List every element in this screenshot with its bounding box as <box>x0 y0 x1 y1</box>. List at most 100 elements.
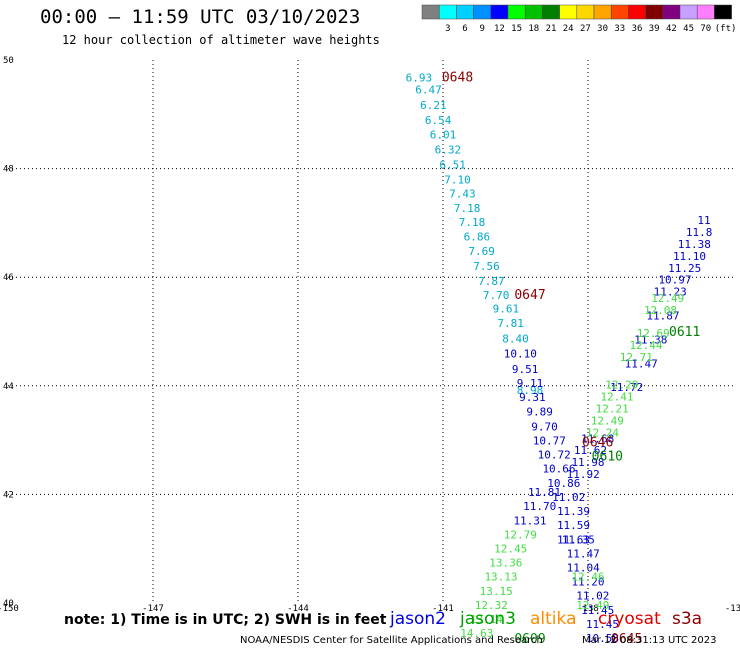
pass-time-label: 0646 <box>582 436 613 451</box>
y-tick-label: 44 <box>3 382 14 392</box>
wave-height-point: 10.66 <box>542 463 575 476</box>
wave-height-point: 10.58 <box>586 632 619 645</box>
colorbar-swatch <box>714 4 732 20</box>
pass-time-label: 0648 <box>442 71 473 86</box>
wave-height-point: 11.23 <box>654 286 687 299</box>
colorbar-label: 18 <box>528 24 539 34</box>
colorbar-unit: (ft) <box>715 24 737 34</box>
footer-note: note: 1) Time is in UTC; 2) SWH is in fe… <box>64 612 387 628</box>
chart-title: 00:00 – 11:59 UTC 03/10/2023 <box>40 6 361 28</box>
colorbar-swatch <box>610 4 629 20</box>
colorbar-label: 33 <box>614 24 625 34</box>
colorbar-swatch <box>438 4 457 20</box>
wave-height-point: 7.87 <box>478 275 505 288</box>
wave-height-point: 10.86 <box>547 477 580 490</box>
wave-height-point: 12.49 <box>591 414 624 427</box>
legend-s3a: s3a <box>672 609 703 629</box>
wave-height-point: 12.79 <box>504 528 537 541</box>
wave-height-point: 6.86 <box>464 230 491 243</box>
x-tick-label: -13 <box>725 604 740 614</box>
wave-height-point: 6.47 <box>415 84 442 97</box>
wave-height-point: 11.02 <box>552 491 585 504</box>
pass-time-label: 0609 <box>514 632 545 647</box>
wave-height-point: 11.87 <box>646 310 679 323</box>
wave-height-point: 7.18 <box>454 202 481 215</box>
wave-height-point: 11.62 <box>574 444 607 457</box>
wave-height-point: 11.63 <box>557 533 590 546</box>
wave-height-point: 11.70 <box>523 500 556 513</box>
colorbar-swatch <box>576 4 595 20</box>
wave-height-point: 12.69 <box>637 327 670 340</box>
wave-height-point: 9.31 <box>519 391 546 404</box>
wave-height-point: 9.11 <box>517 377 544 390</box>
wave-height-point: 8.40 <box>502 332 529 345</box>
colorbar-legend: 3 6 9 12 15 18 21 24 27 30 33 36 39 42 45 70 (ft) <box>421 4 737 34</box>
x-tick-label: -147 <box>142 604 164 614</box>
legend-jason3: jason3 <box>460 609 516 629</box>
wave-height-point: 7.56 <box>473 260 500 273</box>
chart-grid <box>8 60 733 603</box>
wave-height-point: 6.54 <box>425 114 452 127</box>
colorbar-label: 27 <box>580 24 591 34</box>
colorbar-label: 36 <box>632 24 643 34</box>
colorbar-label: 45 <box>683 24 694 34</box>
colorbar-swatch <box>473 4 492 20</box>
wave-height-point: 11.72 <box>610 381 643 394</box>
wave-height-point: 10.10 <box>504 348 537 361</box>
colorbar-label: 42 <box>666 24 677 34</box>
wave-height-point: 11 <box>697 214 710 227</box>
colorbar-label: 9 <box>479 24 484 34</box>
pass-time-label: 0611 <box>669 325 700 340</box>
x-tick-label: -138 <box>577 604 599 614</box>
wave-height-point: 13.13 <box>484 571 517 584</box>
colorbar-label: 15 <box>511 24 522 34</box>
wave-height-point: 11.38 <box>678 238 711 251</box>
colorbar-swatch <box>456 4 474 20</box>
wave-height-point: 12.24 <box>586 426 619 439</box>
legend-altika: altika <box>530 609 577 629</box>
wave-height-point: 7.70 <box>483 289 510 302</box>
wave-height-point: 6.93 <box>406 72 433 85</box>
wave-height-point: 12.46 <box>571 571 604 584</box>
wave-height-point: 11.45 <box>586 618 619 631</box>
pass-time-label: 0647 <box>514 288 545 303</box>
colorbar-swatch <box>507 4 526 20</box>
colorbar-swatch <box>679 4 698 20</box>
wave-height-point: 11.81 <box>528 486 561 499</box>
colorbar-swatch <box>421 4 440 20</box>
wave-height-point: 11.59 <box>557 519 590 532</box>
colorbar-label: 3 <box>445 24 450 34</box>
wave-height-point: 6.01 <box>430 129 457 142</box>
x-tick-label: -144 <box>287 604 309 614</box>
wave-height-point: 11.31 <box>513 514 546 527</box>
chart-axes: -150 -147 -144 -141 -138 -13 40 42 44 46 48 50 <box>0 56 740 614</box>
wave-height-point: 11.25 <box>668 262 701 275</box>
wave-height-point: 11.10 <box>673 250 706 263</box>
pass-time-label: 0645 <box>611 632 642 647</box>
colorbar-swatch <box>524 4 543 20</box>
colorbar-swatch <box>490 4 509 20</box>
wave-height-point: 12.29 <box>605 379 638 392</box>
wave-height-point: 6.21 <box>420 99 447 112</box>
wave-height-point: 11.35 <box>562 533 595 546</box>
wave-height-point: 11.98 <box>571 456 604 469</box>
wave-height-point: 11.8 <box>686 226 713 239</box>
wave-height-point: 10.77 <box>533 434 566 447</box>
pass-time-label: 0610 <box>592 450 623 465</box>
wave-height-point: 12.71 <box>620 351 653 364</box>
wave-height-point: 10.97 <box>658 274 691 287</box>
x-tick-label: -150 <box>0 604 19 614</box>
wave-height-point: 7.69 <box>468 245 495 258</box>
colorbar-swatch <box>645 4 664 20</box>
wave-height-point: 11.47 <box>625 357 658 370</box>
colorbar-label: 12 <box>494 24 505 34</box>
wave-height-point: 9.70 <box>531 420 558 433</box>
legend-cryosat: cryosat <box>598 609 661 629</box>
wave-height-point: 11.68 <box>581 432 614 445</box>
wave-height-point: 11.47 <box>567 547 600 560</box>
wave-height-point: 9.61 <box>493 302 520 315</box>
x-tick-label: -141 <box>432 604 454 614</box>
wave-height-point: 12.44 <box>629 339 662 352</box>
wave-height-point: 7.18 <box>459 216 486 229</box>
y-tick-label: 42 <box>3 490 14 500</box>
